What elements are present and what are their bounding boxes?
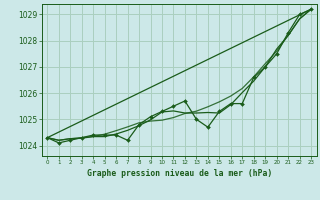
X-axis label: Graphe pression niveau de la mer (hPa): Graphe pression niveau de la mer (hPa) — [87, 169, 272, 178]
